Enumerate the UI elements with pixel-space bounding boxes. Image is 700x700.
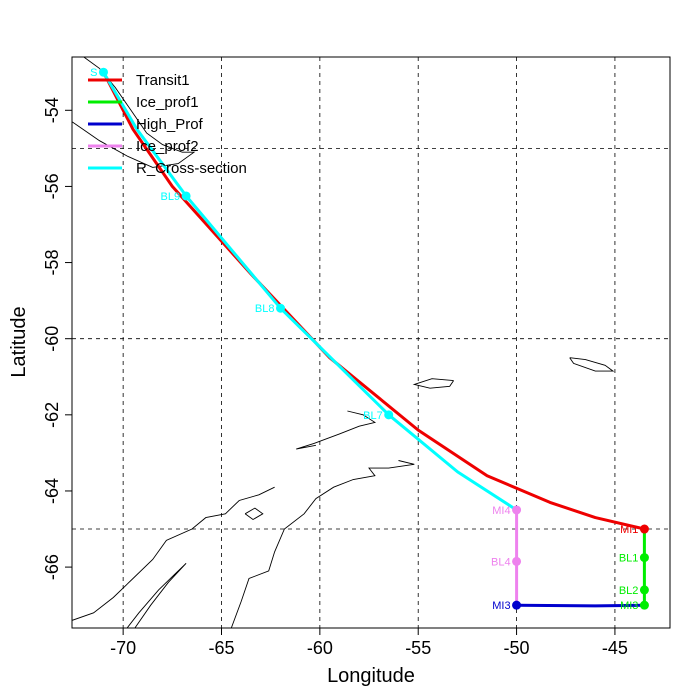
station-s-11: S xyxy=(90,67,108,79)
legend-label: R_Cross-section xyxy=(136,160,247,177)
axes-layer: -70 -65 -60 -55 -50 -45 -54 -56 -58 -60 -62 -64 -66 xyxy=(42,97,628,658)
coastline-segment-3 xyxy=(412,378,454,389)
station-mi3-4: MI3 xyxy=(620,600,649,612)
coastline-segment-2 xyxy=(296,410,377,450)
station-marker xyxy=(639,600,649,610)
coastline-segment-5 xyxy=(230,460,415,628)
station-marker xyxy=(384,410,394,420)
legend: Transit1 Ice_prof1 High_Prof Ice_prof2 R_Cro… xyxy=(88,72,247,177)
x-tick-label: -50 xyxy=(504,638,530,658)
legend-item-transit1: Transit1 xyxy=(88,72,190,89)
station-label: BL1 xyxy=(619,553,639,565)
legend-item-r-cross-section: R_Cross-section xyxy=(88,160,247,177)
station-bl9-10: BL9 xyxy=(161,191,191,203)
station-marker xyxy=(512,600,522,610)
station-label: MI3 xyxy=(620,600,638,612)
y-axis-title: Latitude xyxy=(8,306,30,377)
station-marker xyxy=(98,67,108,77)
y-tick-label: -60 xyxy=(42,326,62,352)
station-marker xyxy=(512,556,522,566)
station-label: S xyxy=(90,67,97,79)
station-marker xyxy=(181,191,191,201)
x-tick-label: -70 xyxy=(110,638,136,658)
x-tick-label: -65 xyxy=(208,638,234,658)
plot-frame xyxy=(71,56,671,629)
x-tick-label: -45 xyxy=(602,638,628,658)
station-bl1-2: BL1 xyxy=(619,553,649,565)
station-bl8-9: BL8 xyxy=(255,303,286,315)
coastline-segment-8 xyxy=(244,507,264,521)
coastline-segment-4 xyxy=(569,357,615,372)
coastline-layer xyxy=(72,57,615,628)
station-marker xyxy=(639,553,649,563)
station-bl7-8: BL7 xyxy=(363,410,394,422)
legend-label: High_Prof xyxy=(136,116,204,133)
station-marker xyxy=(276,303,286,313)
station-mi1-1: MI1 xyxy=(620,524,649,536)
station-label: BL8 xyxy=(255,303,275,315)
x-tick-label: -55 xyxy=(405,638,431,658)
coastline-segment-7 xyxy=(126,562,187,628)
station-marker xyxy=(639,524,649,534)
y-tick-label: -54 xyxy=(42,97,62,123)
station-label: BL4 xyxy=(491,556,511,568)
legend-label: Transit1 xyxy=(136,72,190,89)
station-label: BL2 xyxy=(619,585,639,597)
station-label: BL9 xyxy=(161,191,181,203)
coastline-segment-6 xyxy=(72,486,275,621)
legend-item-ice-prof1: Ice_prof1 xyxy=(88,94,199,111)
station-label: BL7 xyxy=(363,410,383,422)
station-mi3-5: MI3 xyxy=(492,600,522,612)
y-tick-label: -62 xyxy=(42,402,62,428)
y-tick-label: -66 xyxy=(42,554,62,580)
x-axis-title: Longitude xyxy=(327,665,415,687)
station-marker xyxy=(639,585,649,595)
legend-label: Ice_prof2 xyxy=(136,138,199,155)
station-bl4-6: BL4 xyxy=(491,556,522,568)
station-label: MI4 xyxy=(492,505,510,517)
x-tick-label: -60 xyxy=(307,638,333,658)
legend-label: Ice_prof1 xyxy=(136,94,199,111)
legend-item-high-prof: High_Prof xyxy=(88,116,204,133)
station-layer: MI1 BL1 BL2 MI3 MI3 BL4 MI4 BL7 BL8 BL9 S xyxy=(90,67,649,612)
station-label: MI1 xyxy=(620,524,638,536)
route-transit1 xyxy=(102,70,646,531)
route-high-prof xyxy=(515,603,646,608)
y-tick-label: -58 xyxy=(42,250,62,276)
station-bl2-3: BL2 xyxy=(619,585,649,597)
legend-item-ice-prof2: Ice_prof2 xyxy=(88,138,199,155)
y-tick-label: -56 xyxy=(42,173,62,199)
station-marker xyxy=(512,505,522,515)
y-tick-label: -64 xyxy=(42,478,62,504)
station-mi4-7: MI4 xyxy=(492,505,522,517)
station-label: MI3 xyxy=(492,600,510,612)
